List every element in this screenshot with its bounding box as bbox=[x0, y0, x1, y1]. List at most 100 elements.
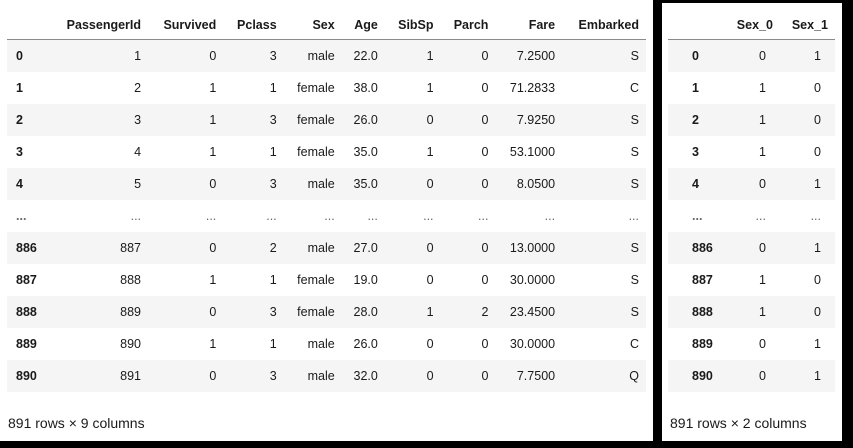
table-cell: 889 bbox=[120, 304, 142, 319]
table-cell: 27.0 bbox=[353, 240, 378, 255]
table-cell: S bbox=[630, 272, 639, 287]
table-cell: 0 bbox=[209, 48, 217, 63]
column-header-survived: Survived bbox=[148, 10, 224, 40]
table-cell: 3 bbox=[269, 304, 277, 319]
table-cell: 22.0 bbox=[353, 48, 378, 63]
table-cell: 1 bbox=[269, 80, 277, 95]
table-cell: 1 bbox=[209, 272, 217, 287]
table-cell: 0 bbox=[814, 80, 821, 95]
table-cell: 1 bbox=[814, 336, 821, 351]
table-cell: 0 bbox=[758, 368, 766, 383]
table-cell: 0 bbox=[481, 336, 489, 351]
table-row: 890 891 0 3 male 32.0 0 0 7.7500 Q bbox=[7, 359, 646, 392]
table-row: 1 2 1 1 female 38.0 1 0 71.2833 C bbox=[7, 72, 646, 104]
column-header-age: Age bbox=[341, 10, 385, 40]
row-index-cell: 3 bbox=[16, 144, 23, 159]
column-header-sex: Sex bbox=[283, 10, 342, 40]
table-cell: 3 bbox=[269, 112, 277, 127]
column-header-fare: Fare bbox=[495, 10, 563, 40]
table-cell: Q bbox=[629, 368, 639, 383]
table-cell: 3 bbox=[269, 368, 277, 383]
table-cell: female bbox=[297, 80, 335, 95]
table-cell: 2 bbox=[134, 80, 142, 95]
table-row: 889 0 1 bbox=[668, 328, 835, 360]
table-cell: 7.2500 bbox=[516, 48, 556, 63]
table-cell: 1 bbox=[269, 336, 277, 351]
table-cell: 890 bbox=[120, 336, 142, 351]
table-cell: S bbox=[630, 48, 639, 63]
table-row: 889 890 1 1 male 26.0 0 0 30.0000 C bbox=[7, 328, 646, 360]
table-cell: 1 bbox=[758, 144, 766, 159]
titanic-dataframe-table: PassengerId Survived Pclass Sex Age SibS… bbox=[7, 10, 646, 392]
table-cell: C bbox=[629, 80, 639, 95]
table-cell: 3 bbox=[269, 176, 277, 191]
table-cell: 0 bbox=[481, 48, 489, 63]
table-cell: female bbox=[297, 304, 335, 319]
table-cell: S bbox=[630, 240, 639, 255]
row-index-cell: 4 bbox=[692, 176, 699, 191]
table-cell: 0 bbox=[814, 272, 821, 287]
titanic-table-body: 0 1 0 3 male 22.0 1 0 7.2500 S 1 2 1 1 female 38.0 1 0 71.… bbox=[7, 39, 646, 392]
column-header-embarked: Embarked bbox=[562, 10, 646, 40]
table-cell: 2 bbox=[481, 304, 489, 319]
column-header-pclass: Pclass bbox=[223, 10, 284, 40]
row-index-cell: 0 bbox=[692, 48, 699, 63]
table-cell: female bbox=[297, 112, 335, 127]
table-cell: 0 bbox=[481, 144, 489, 159]
table-cell: 0 bbox=[758, 176, 766, 191]
table-cell: ... bbox=[130, 208, 142, 223]
table-row: 4 0 1 bbox=[668, 167, 835, 200]
table-cell: 2 bbox=[269, 240, 277, 255]
column-header-sibsp: SibSp bbox=[384, 10, 441, 40]
table-cell: 0 bbox=[814, 112, 821, 127]
table-cell: 30.0000 bbox=[509, 272, 556, 287]
table-cell: 30.0000 bbox=[509, 336, 556, 351]
table-cell: 1 bbox=[209, 80, 217, 95]
table-cell: female bbox=[297, 144, 335, 159]
table-cell: 0 bbox=[814, 304, 821, 319]
table-header-row: PassengerId Survived Pclass Sex Age SibS… bbox=[7, 10, 646, 40]
table-row: .............................. bbox=[7, 200, 646, 232]
table-cell: 23.4500 bbox=[509, 304, 556, 319]
row-index-cell: 886 bbox=[16, 240, 37, 255]
column-header-sex-1: Sex_1 bbox=[779, 10, 835, 40]
table-cell: 0 bbox=[481, 112, 489, 127]
sex-dummies-panel: Sex_0 Sex_1 0 0 1 1 1 0 2 1 0 3 1 0 4 0 1......... 886 0… bbox=[662, 3, 842, 441]
table-cell: 1 bbox=[209, 144, 217, 159]
table-cell: 887 bbox=[120, 240, 142, 255]
table-cell: 0 bbox=[758, 336, 766, 351]
table-cell: 1 bbox=[134, 48, 142, 63]
table-cell: S bbox=[630, 176, 639, 191]
table-cell: 4 bbox=[134, 144, 142, 159]
table-cell: 1 bbox=[758, 112, 766, 127]
table-cell: 0 bbox=[814, 144, 821, 159]
table-cell: 0 bbox=[426, 368, 434, 383]
row-index-cell: 889 bbox=[692, 336, 713, 351]
table-row: 2 3 1 3 female 26.0 0 0 7.9250 S bbox=[7, 103, 646, 136]
titanic-dataframe-panel: PassengerId Survived Pclass Sex Age SibS… bbox=[0, 0, 653, 441]
table-cell: 26.0 bbox=[353, 336, 378, 351]
row-index-cell: 3 bbox=[692, 144, 699, 159]
table-cell: 0 bbox=[426, 176, 434, 191]
table-row: 3 4 1 1 female 35.0 1 0 53.1000 S bbox=[7, 136, 646, 168]
table-cell: 28.0 bbox=[353, 304, 378, 319]
row-index-cell: 889 bbox=[16, 336, 37, 351]
table-row: 0 0 1 bbox=[668, 39, 835, 72]
row-index-cell: 890 bbox=[692, 368, 713, 383]
row-index-cell: ... bbox=[692, 208, 703, 223]
index-header bbox=[7, 10, 49, 40]
table-cell: 38.0 bbox=[353, 80, 378, 95]
table-cell: male bbox=[307, 176, 335, 191]
table-cell: 1 bbox=[758, 272, 766, 287]
table-cell: ... bbox=[478, 208, 489, 223]
column-header-passengerid: PassengerId bbox=[48, 10, 149, 40]
table-cell: 0 bbox=[426, 336, 434, 351]
table-cell: 0 bbox=[481, 368, 489, 383]
table-cell: 7.9250 bbox=[516, 112, 556, 127]
table-cell: 8.0500 bbox=[516, 176, 556, 191]
table-cell: ... bbox=[544, 208, 556, 223]
table-cell: ... bbox=[266, 208, 277, 223]
table-header-row: Sex_0 Sex_1 bbox=[668, 10, 835, 40]
table-row: 886 887 0 2 male 27.0 0 0 13.0000 S bbox=[7, 231, 646, 264]
table-cell: 3 bbox=[269, 48, 277, 63]
